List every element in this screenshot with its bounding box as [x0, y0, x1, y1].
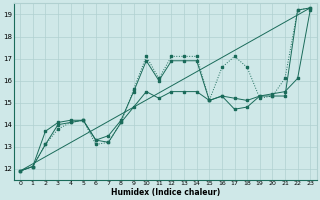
- X-axis label: Humidex (Indice chaleur): Humidex (Indice chaleur): [111, 188, 220, 197]
